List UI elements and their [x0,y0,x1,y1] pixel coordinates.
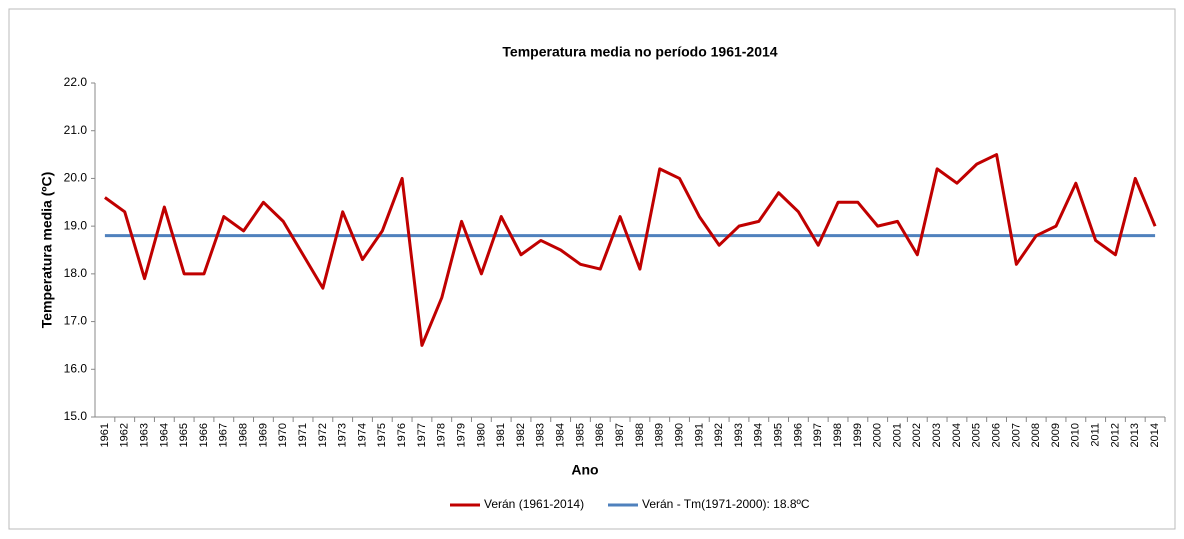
y-tick-label: 20.0 [64,171,88,185]
x-tick-label: 1966 [198,423,210,447]
x-tick-label: 1961 [99,423,111,447]
x-tick-label: 1971 [297,423,309,447]
x-tick-label: 2002 [911,423,923,447]
x-tick-label: 1989 [654,423,666,447]
x-tick-label: 1992 [713,423,725,447]
x-tick-label: 1979 [455,423,467,447]
x-tick-label: 1993 [733,423,745,447]
x-tick-label: 2012 [1109,423,1121,447]
x-tick-label: 1969 [257,423,269,447]
x-tick-label: 1964 [158,423,170,447]
x-tick-label: 1967 [218,423,230,447]
x-tick-label: 1976 [396,423,408,447]
x-tick-label: 2006 [990,423,1002,447]
x-tick-label: 1986 [594,423,606,447]
x-tick-label: 1972 [317,423,329,447]
y-tick-label: 17.0 [64,314,88,328]
x-tick-label: 1990 [673,423,685,447]
x-tick-label: 2014 [1149,423,1161,447]
x-tick-label: 1997 [812,423,824,447]
x-tick-label: 1998 [832,423,844,447]
y-tick-label: 19.0 [64,218,88,232]
x-tick-label: 1962 [119,423,131,447]
x-tick-label: 1965 [178,423,190,447]
x-tick-label: 1982 [515,423,527,447]
x-tick-label: 2011 [1090,423,1102,447]
y-tick-label: 18.0 [64,266,88,280]
x-tick-label: 1981 [495,423,507,447]
series-line [104,153,1157,347]
x-tick-label: 1973 [337,423,349,447]
x-tick-label: 1970 [277,423,289,447]
x-tick-label: 2013 [1129,423,1141,447]
chart-frame [8,8,1176,530]
x-tick-label: 1983 [535,423,547,447]
x-tick-label: 2010 [1070,423,1082,447]
y-tick-label: 16.0 [64,361,88,375]
x-tick-label: 1977 [416,423,428,447]
x-tick-label: 1994 [753,423,765,447]
legend-label: Verán - Tm(1971-2000): 18.8ºC [642,497,810,511]
x-tick-label: 2000 [872,423,884,447]
x-tick-label: 1999 [852,423,864,447]
x-tick-label: 2005 [971,423,983,447]
x-tick-label: 1988 [634,423,646,447]
x-tick-label: 2003 [931,423,943,447]
y-tick-label: 15.0 [64,409,88,423]
x-tick-label: 1978 [436,423,448,447]
x-tick-label: 2009 [1050,423,1062,447]
chart-title: Temperatura media no período 1961-2014 [502,44,777,60]
x-tick-label: 1996 [792,423,804,447]
x-axis-label: Ano [571,462,598,478]
y-tick-label: 22.0 [64,75,88,89]
x-tick-label: 2001 [891,423,903,447]
x-tick-label: 1963 [138,423,150,447]
x-tick-label: 1980 [475,423,487,447]
legend-label: Verán (1961-2014) [484,497,584,511]
x-tick-label: 2004 [951,423,963,447]
x-tick-label: 2008 [1030,423,1042,447]
x-tick-label: 1987 [614,423,626,447]
y-axis-label: Temperatura media (ºC) [39,172,55,329]
x-tick-label: 1985 [574,423,586,447]
x-tick-label: 1974 [356,423,368,447]
x-tick-label: 1984 [555,423,567,447]
x-tick-label: 1975 [376,423,388,447]
y-tick-label: 21.0 [64,123,88,137]
x-tick-label: 1995 [773,423,785,447]
x-tick-label: 1968 [238,423,250,447]
x-tick-label: 1991 [693,423,705,447]
x-tick-label: 2007 [1010,423,1022,447]
